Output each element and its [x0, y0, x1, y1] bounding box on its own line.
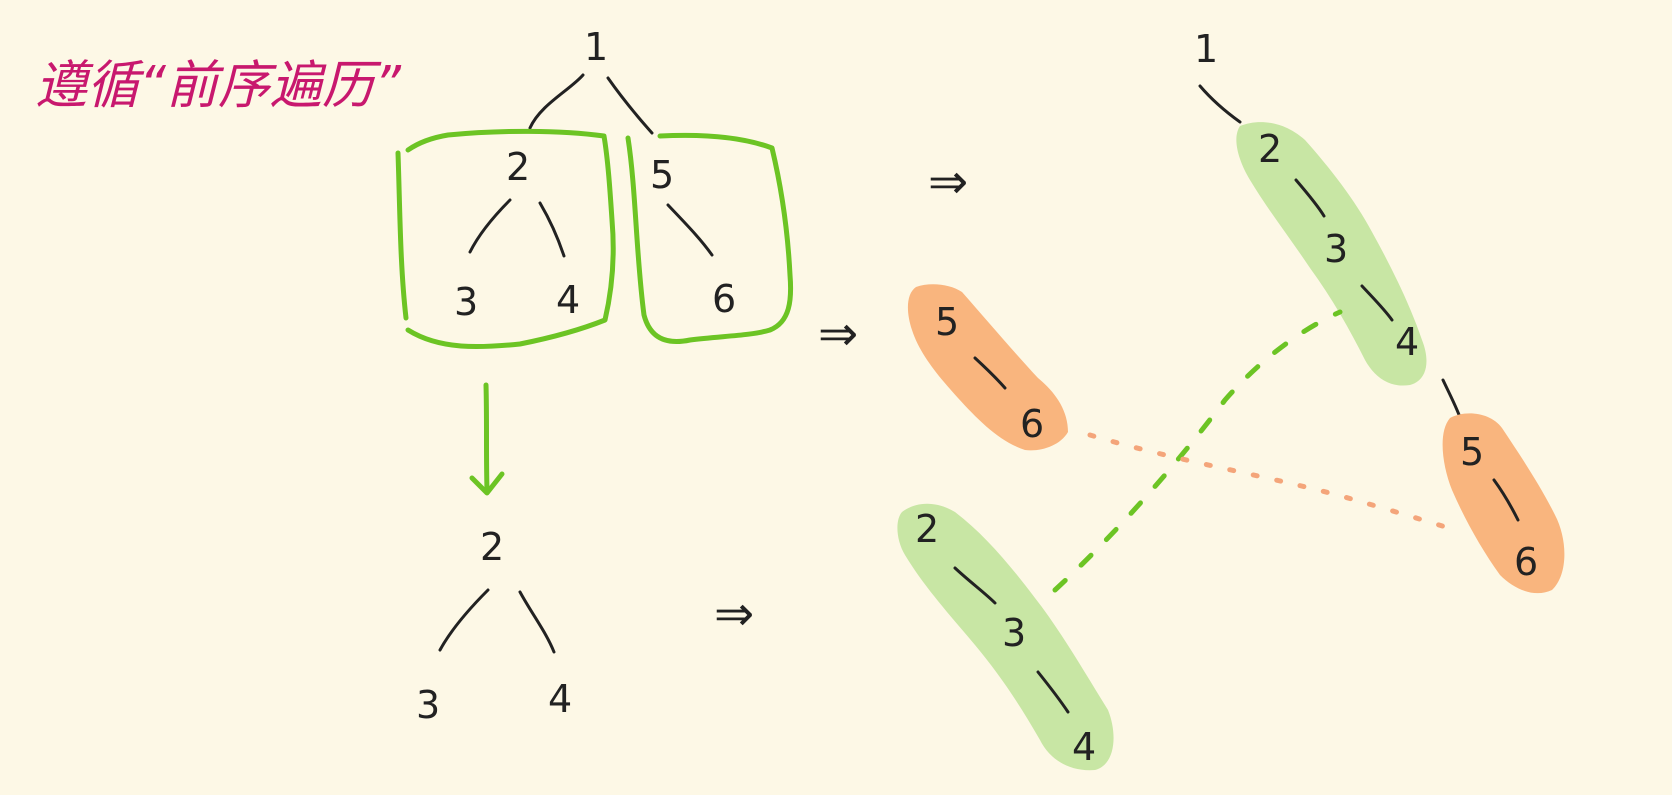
copy-node-3: 3 — [416, 683, 440, 727]
tree-node-2: 2 — [506, 145, 530, 189]
chain-234-node-2: 2 — [915, 507, 939, 551]
chain-234-node-4: 4 — [1072, 725, 1096, 769]
chain-234-edge-3-4 — [1036, 670, 1070, 714]
tree-edge-1-2 — [528, 73, 585, 130]
final-green-highlight — [1236, 122, 1427, 386]
subtree-copy: 2 3 4 — [416, 525, 572, 727]
copy-node-2: 2 — [480, 525, 504, 569]
final-node-4: 4 — [1395, 320, 1419, 364]
diagram-title: 遵循“前序遍历” — [35, 56, 402, 116]
final-node-6: 6 — [1514, 540, 1538, 584]
final-edge-3-4 — [1360, 284, 1394, 322]
final-edge-1-2 — [1198, 84, 1242, 124]
final-node-1: 1 — [1194, 27, 1218, 71]
orange-highlight-56 — [907, 284, 1068, 451]
final-node-2: 2 — [1258, 127, 1282, 171]
right-subtree-box — [625, 132, 794, 345]
original-tree: 1 2 3 4 5 6 — [395, 25, 794, 350]
chain-234-edge-2-3 — [953, 566, 997, 605]
final-edge-5-6 — [1492, 478, 1520, 522]
green-highlight-234 — [897, 503, 1114, 771]
copy-node-4: 4 — [548, 677, 572, 721]
final-edge-2-3 — [1294, 178, 1326, 218]
flattened-chain-2-3-4: 2 3 4 — [897, 503, 1114, 771]
implies-arrow-bottom: ⇒ — [714, 586, 754, 642]
green-dotted-connector — [1052, 309, 1343, 593]
tree-node-6: 6 — [712, 277, 736, 321]
down-arrow — [469, 382, 505, 496]
tree-node-5: 5 — [650, 153, 674, 197]
tree-edge-2-3 — [468, 198, 512, 254]
orange-dotted-connector — [1087, 432, 1458, 533]
left-subtree-box — [395, 128, 616, 350]
copy-edge-2-4 — [518, 590, 556, 654]
final-flattened-tree: 1 2 3 4 5 6 — [1194, 27, 1565, 594]
final-node-5: 5 — [1460, 430, 1484, 474]
tree-edge-1-5 — [606, 76, 654, 135]
copy-edge-2-3 — [438, 588, 490, 652]
chain-56-node-5: 5 — [935, 300, 959, 344]
tree-edge-2-4 — [538, 201, 566, 258]
implies-arrow-middle: ⇒ — [818, 306, 858, 362]
flattened-chain-5-6: 5 6 — [907, 284, 1068, 451]
final-node-3: 3 — [1324, 227, 1348, 271]
tree-edge-5-6 — [666, 203, 714, 257]
tree-node-3: 3 — [454, 280, 478, 324]
chain-56-edge — [973, 356, 1007, 390]
chain-234-node-3: 3 — [1002, 611, 1026, 655]
tree-node-4: 4 — [556, 278, 580, 322]
chain-56-node-6: 6 — [1020, 402, 1044, 446]
final-orange-highlight — [1442, 413, 1565, 594]
implies-arrow-top: ⇒ — [928, 154, 968, 210]
tree-node-1: 1 — [584, 25, 608, 69]
